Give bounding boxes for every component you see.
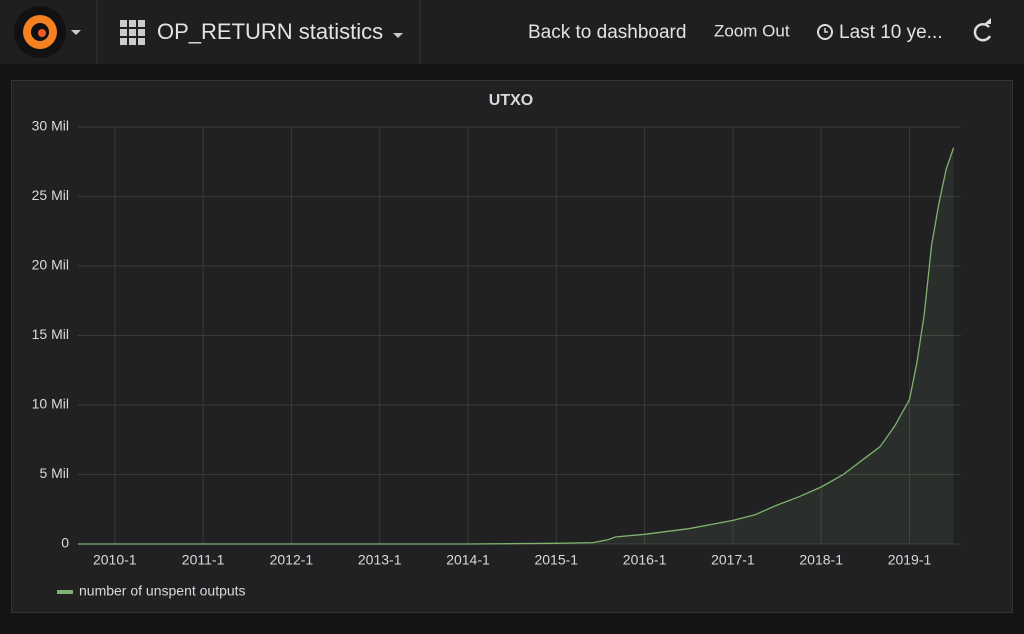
x-tick-label: 2010-1 — [93, 552, 137, 568]
y-tick-label: 20 Mil — [32, 257, 69, 273]
x-tick-label: 2011-1 — [182, 552, 225, 568]
dashboard-picker[interactable]: OP_RETURN statistics — [120, 19, 403, 45]
area-fill — [78, 147, 954, 544]
x-tick-label: 2016-1 — [623, 552, 667, 568]
y-tick-label: 5 Mil — [39, 465, 69, 481]
y-tick-label: 10 Mil — [32, 396, 69, 412]
clock-hand — [824, 28, 828, 33]
caret — [71, 30, 81, 35]
panel — [11, 80, 1013, 613]
y-tick-label: 25 Mil — [32, 187, 69, 203]
grid-icon — [120, 20, 145, 45]
time-picker[interactable]: Last 10 ye... — [817, 22, 943, 43]
series-line — [78, 147, 955, 545]
back-button[interactable]: Back to dashboard — [528, 22, 686, 43]
zoom-out-button[interactable]: Zoom Out — [714, 21, 790, 40]
y-tick-label: 15 Mil — [32, 326, 69, 342]
x-tick-label: 2018-1 — [799, 552, 843, 568]
x-tick-label: 2012-1 — [270, 552, 314, 568]
y-tick-label: 30 Mil — [32, 118, 69, 134]
grafana-menu[interactable] — [14, 6, 81, 58]
clock-icon — [817, 24, 833, 40]
x-tick-label: 2015-1 — [534, 552, 578, 568]
x-tick-label: 2013-1 — [358, 552, 402, 568]
y-tick-label: 0 — [61, 535, 69, 551]
x-tick-label: 2017-1 — [711, 552, 755, 568]
plot: 0 5 Mil 10 Mil 15 Mil 20 Mil 25 Mil 30 Mil 2010… — [32, 118, 961, 599]
caret — [393, 33, 403, 38]
legend-label[interactable]: number of unspent outputs — [79, 583, 246, 599]
time-range: Last 10 ye... — [839, 22, 943, 43]
chart-title: UTXO — [489, 92, 533, 109]
logo-core — [38, 29, 46, 37]
x-tick-label: 2014-1 — [446, 552, 490, 568]
refresh-button[interactable] — [973, 18, 992, 42]
top-bar — [0, 0, 1024, 64]
x-tick-label: 2019-1 — [888, 552, 932, 568]
dashboard-title: OP_RETURN statistics — [157, 19, 383, 44]
refresh-icon — [973, 22, 992, 42]
refresh-arrow — [984, 18, 991, 24]
